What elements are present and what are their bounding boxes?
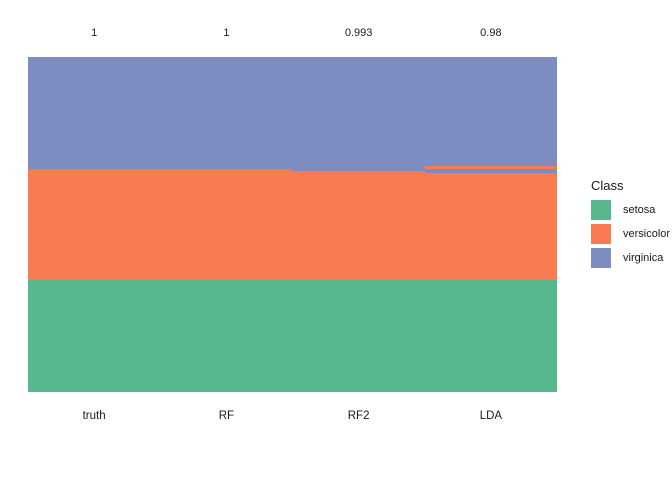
x-axis-label-lda: LDA	[479, 410, 503, 422]
legend-label-versicolor: versicolor	[623, 228, 671, 240]
segment-versicolor	[160, 168, 293, 281]
segment-setosa	[292, 280, 425, 392]
segment-versicolor	[28, 168, 161, 281]
segment-versicolor	[424, 166, 557, 169]
segment-virginica	[160, 57, 293, 169]
legend-item-setosa: setosa	[591, 200, 670, 220]
segment-setosa	[28, 280, 161, 392]
x-axis-labels: truth RF RF2 LDA	[28, 409, 557, 424]
legend-item-virginica: virginica	[591, 248, 670, 268]
accuracy-label-lda: 0.98	[480, 27, 502, 39]
segment-virginica	[424, 168, 557, 174]
x-axis-label-truth: truth	[82, 410, 106, 422]
segment-virginica	[424, 57, 557, 167]
column-RF	[160, 57, 293, 392]
legend-swatch-virginica	[591, 248, 611, 268]
segment-versicolor	[424, 173, 557, 281]
segment-virginica	[292, 57, 425, 171]
legend-label-virginica: virginica	[623, 252, 664, 264]
accuracy-label-rf: 1	[223, 27, 230, 39]
segment-versicolor	[292, 170, 425, 281]
x-axis-label-rf: RF	[218, 410, 235, 422]
segment-setosa	[424, 280, 557, 392]
accuracy-label-truth: 1	[91, 27, 98, 39]
legend-swatch-setosa	[591, 200, 611, 220]
accuracy-label-rf2: 0.993	[344, 27, 373, 39]
segment-setosa	[160, 280, 293, 392]
accuracy-labels-row: 1 1 0.993 0.98	[28, 26, 557, 40]
column-LDA	[424, 57, 557, 392]
legend-title: Class	[591, 178, 624, 193]
column-RF2	[292, 57, 425, 392]
legend: Class setosa versicolor virginica	[591, 178, 670, 272]
legend-item-versicolor: versicolor	[591, 224, 670, 244]
segment-virginica	[28, 57, 161, 169]
legend-label-setosa: setosa	[623, 204, 656, 216]
legend-swatch-versicolor	[591, 224, 611, 244]
column-truth	[28, 57, 161, 392]
plot-area	[28, 57, 557, 392]
x-axis-label-rf2: RF2	[347, 410, 370, 422]
